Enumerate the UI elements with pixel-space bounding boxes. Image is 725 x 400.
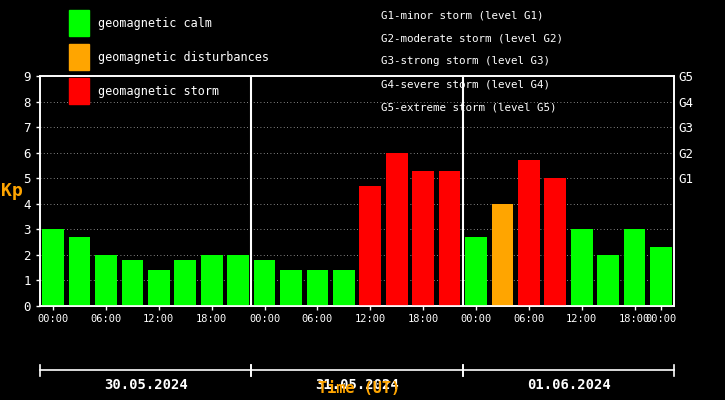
Bar <box>122 260 144 306</box>
Text: 31.05.2024: 31.05.2024 <box>315 378 399 392</box>
Bar <box>492 204 513 306</box>
Bar <box>280 270 302 306</box>
Bar <box>360 186 381 306</box>
Text: 30.05.2024: 30.05.2024 <box>104 378 188 392</box>
Bar <box>69 237 91 306</box>
Bar <box>439 170 460 306</box>
Bar <box>624 229 645 306</box>
Text: geomagnetic storm: geomagnetic storm <box>98 84 219 98</box>
Text: G2-moderate storm (level G2): G2-moderate storm (level G2) <box>381 33 563 43</box>
Y-axis label: Kp: Kp <box>1 182 23 200</box>
Bar <box>544 178 566 306</box>
Text: Time (UT): Time (UT) <box>318 381 400 396</box>
Bar <box>518 160 539 306</box>
Text: G4-severe storm (level G4): G4-severe storm (level G4) <box>381 80 550 90</box>
Bar <box>413 170 434 306</box>
Bar <box>571 229 592 306</box>
Bar <box>254 260 276 306</box>
Text: geomagnetic calm: geomagnetic calm <box>98 16 212 30</box>
Text: G5-extreme storm (level G5): G5-extreme storm (level G5) <box>381 103 556 113</box>
Bar <box>95 255 117 306</box>
Text: 01.06.2024: 01.06.2024 <box>526 378 610 392</box>
Text: G3-strong storm (level G3): G3-strong storm (level G3) <box>381 56 550 66</box>
Bar <box>227 255 249 306</box>
Bar <box>42 229 64 306</box>
Bar <box>650 247 672 306</box>
Bar <box>307 270 328 306</box>
Bar <box>597 255 619 306</box>
Bar <box>175 260 196 306</box>
Bar <box>201 255 223 306</box>
Text: geomagnetic disturbances: geomagnetic disturbances <box>98 50 269 64</box>
Text: G1-minor storm (level G1): G1-minor storm (level G1) <box>381 10 543 20</box>
Bar <box>465 237 487 306</box>
Bar <box>386 153 407 306</box>
Bar <box>148 270 170 306</box>
Bar <box>333 270 355 306</box>
